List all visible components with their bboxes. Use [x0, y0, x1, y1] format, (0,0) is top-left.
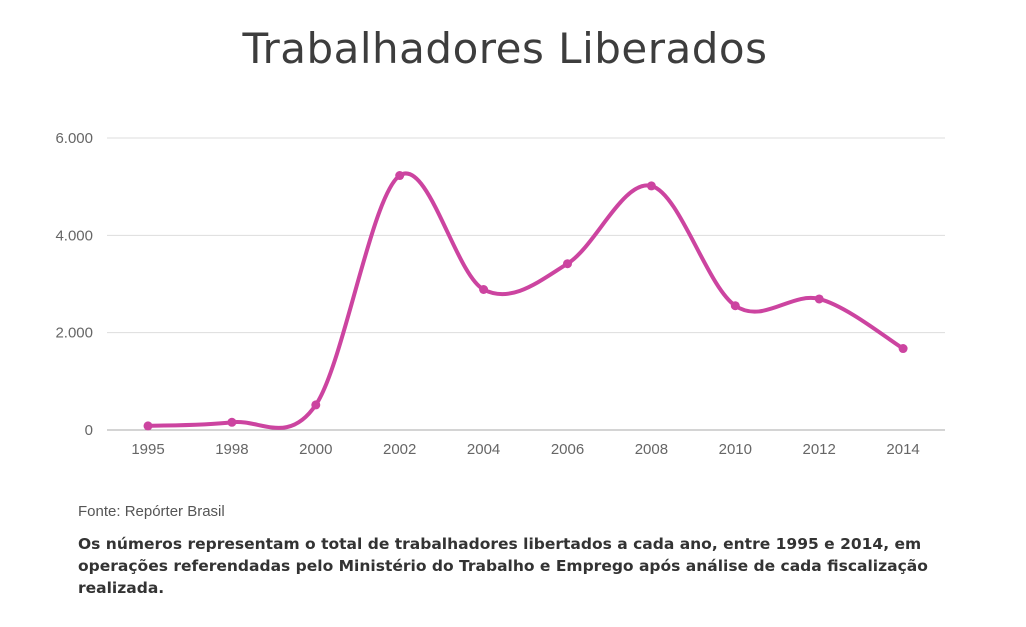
data-point: [730, 301, 740, 311]
series-line: [146, 171, 906, 430]
chart-title: Trabalhadores Liberados: [242, 24, 768, 73]
data-point: [814, 294, 824, 304]
data-point: [395, 171, 405, 181]
data-point: [227, 417, 237, 427]
data-point: [563, 259, 572, 269]
gridlines: [107, 137, 945, 431]
x-tick-label: 2006: [551, 441, 584, 458]
x-tick-label: 1995: [131, 441, 164, 458]
x-tick-label: 2000: [299, 441, 332, 458]
x-tick-label: 2012: [803, 441, 836, 458]
y-axis-ticks: 0 2.000 4.000 6.000: [55, 130, 93, 439]
y-tick-label: 0: [85, 422, 93, 439]
data-point: [311, 400, 321, 410]
footnote-text: Os números representam o total de trabal…: [78, 535, 928, 597]
x-tick-label: 2004: [467, 441, 500, 458]
x-axis-ticks: 1995 1998 2000 2002 2004 2006 2008 2010 2012 2014: [131, 441, 919, 458]
x-tick-label: 2010: [719, 441, 752, 458]
source-text: Fonte: Repórter Brasil: [78, 503, 225, 520]
data-point: [898, 344, 908, 354]
x-tick-label: 2014: [886, 441, 919, 458]
y-tick-label: 4.000: [55, 227, 93, 244]
x-tick-label: 1998: [215, 441, 248, 458]
y-tick-label: 2.000: [55, 325, 93, 342]
data-point: [479, 284, 489, 294]
data-point: [646, 181, 656, 191]
x-tick-label: 2008: [635, 441, 668, 458]
y-tick-label: 6.000: [55, 130, 93, 147]
x-tick-label: 2002: [383, 441, 416, 458]
data-point: [143, 421, 153, 431]
series: [143, 171, 908, 431]
